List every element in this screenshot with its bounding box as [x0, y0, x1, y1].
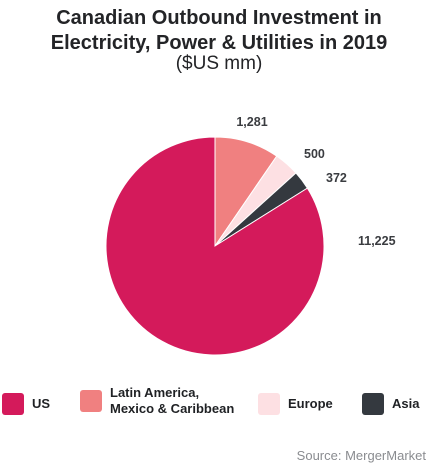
- chart-title-line-2: Electricity, Power & Utilities in 2019: [50, 32, 388, 54]
- pie-slices: [105, 136, 325, 356]
- data-label-latin-america: 1,281: [236, 115, 267, 129]
- legend-item-asia: Asia: [362, 393, 419, 415]
- legend-label-latin-america: Latin America, Mexico & Caribbean: [110, 385, 235, 416]
- legend-swatch-us: [2, 393, 24, 415]
- legend-label-asia: Asia: [392, 396, 420, 411]
- legend-swatch-latin-america: [80, 390, 102, 412]
- legend: US Latin America, Mexico & Caribbean Eur…: [0, 380, 438, 430]
- legend-label-us: US: [32, 396, 51, 411]
- legend-item-latin-america: Latin America, Mexico & Caribbean: [80, 385, 234, 417]
- legend-swatch-asia: [362, 393, 384, 415]
- chart-title: Canadian Outbound Investment in Electric…: [0, 6, 438, 56]
- data-label-asia: 372: [326, 171, 347, 185]
- pie-slice-us: [105, 136, 325, 356]
- legend-item-us: US: [2, 393, 50, 415]
- legend-item-europe: Europe: [258, 393, 333, 415]
- data-label-europe: 500: [304, 147, 325, 161]
- source-note: Source: MergerMarket: [296, 448, 426, 463]
- legend-label-europe: Europe: [288, 396, 333, 411]
- data-label-us: 11,225: [358, 234, 396, 248]
- chart-title-line-1: Canadian Outbound Investment in: [56, 7, 382, 29]
- legend-swatch-europe: [258, 393, 280, 415]
- chart-subtitle: ($US mm): [175, 53, 263, 74]
